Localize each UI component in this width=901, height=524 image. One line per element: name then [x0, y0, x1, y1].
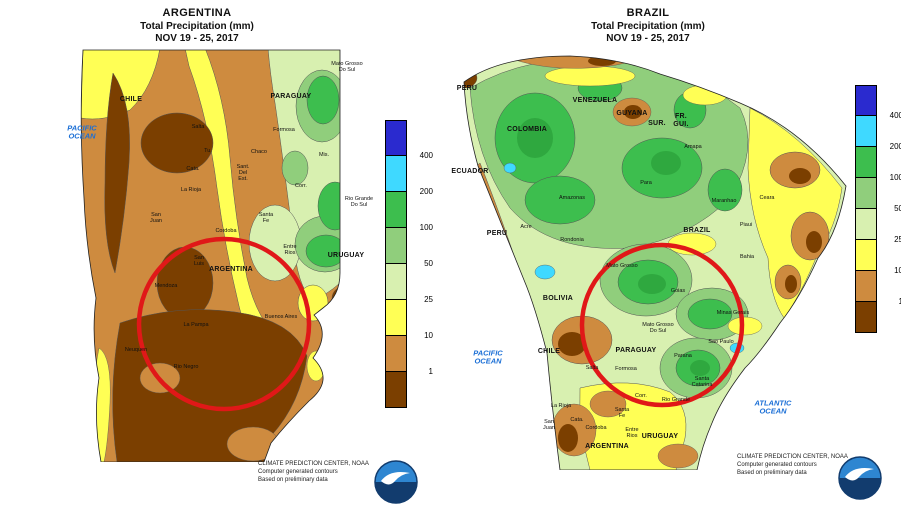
precip-legend-brazil: 400 200 100 50 25 10 1: [855, 85, 901, 333]
credit-line: Based on preliminary data: [258, 477, 328, 484]
date-range: NOV 19 - 25, 2017: [155, 33, 239, 45]
noaa-logo-icon: [374, 460, 418, 504]
noaa-logo: [838, 456, 882, 500]
legend-value: 1: [898, 297, 901, 306]
legend-value: 25: [894, 235, 901, 244]
noaa-logo-icon: [838, 456, 882, 500]
legend-color-block: 400: [855, 85, 901, 120]
legend-value: 10: [894, 266, 901, 275]
legend-value: 10: [424, 331, 433, 340]
page-title: BRAZIL: [626, 7, 670, 19]
credits-argentina: CLIMATE PREDICTION CENTER, NOAA Computer…: [258, 460, 369, 484]
legend-color-block: 1: [855, 271, 901, 306]
date-range: NOV 19 - 25, 2017: [606, 33, 690, 45]
credit-line: Based on preliminary data: [737, 470, 807, 477]
legend-color-block: 10: [855, 240, 901, 275]
legend-color-block: 50: [855, 178, 901, 213]
legend-color-block: 200: [855, 116, 901, 151]
noaa-logo: [374, 460, 418, 504]
legend-color-block: 10: [385, 300, 433, 340]
highlight-circle-argentina: [136, 236, 312, 412]
region-label: Rio Grande Do Sul: [344, 195, 374, 208]
argentina-title-block: ARGENTINA Total Precipitation (mm) NOV 1…: [0, 7, 394, 46]
legend-value: 25: [424, 295, 433, 304]
legend-value: 200: [889, 142, 901, 151]
highlight-circle-brazil: [579, 242, 745, 408]
legend-color-block: 400: [385, 120, 433, 160]
credit-line: CLIMATE PREDICTION CENTER, NOAA: [737, 454, 848, 460]
brazil-panel: BRAZIL Total Precipitation (mm) NOV 19 -…: [450, 0, 901, 524]
legend-color-block: [855, 302, 877, 333]
credit-line: Computer generated contours: [258, 469, 338, 476]
legend-color-block: [385, 372, 407, 408]
legend-color-block: 1: [385, 336, 433, 376]
credit-line: CLIMATE PREDICTION CENTER, NOAA: [258, 461, 369, 467]
credits-brazil: CLIMATE PREDICTION CENTER, NOAA Computer…: [737, 453, 848, 477]
legend-value: 400: [889, 111, 901, 120]
legend-value: 100: [419, 223, 433, 232]
legend-color-block: 25: [385, 264, 433, 304]
legend-color-block: 200: [385, 156, 433, 196]
legend-value: 1: [428, 367, 433, 376]
page-title: ARGENTINA: [162, 7, 232, 19]
brazil-title-block: BRAZIL Total Precipitation (mm) NOV 19 -…: [450, 7, 846, 46]
legend-color-block: 50: [385, 228, 433, 268]
argentina-map: [25, 48, 347, 463]
subtitle: Total Precipitation (mm): [140, 20, 254, 32]
legend-color-block: 25: [855, 209, 901, 244]
legend-value: 50: [894, 204, 901, 213]
argentina-map-svg: [80, 49, 341, 463]
subtitle: Total Precipitation (mm): [591, 20, 705, 32]
brazil-map-svg: [463, 55, 847, 471]
brazil-map: [450, 48, 880, 471]
legend-color-block: 100: [385, 192, 433, 232]
legend-value: 400: [419, 151, 433, 160]
legend-value: 200: [419, 187, 433, 196]
legend-value: 50: [424, 259, 433, 268]
argentina-panel: ARGENTINA Total Precipitation (mm) NOV 1…: [0, 0, 450, 524]
legend-color-block: 100: [855, 147, 901, 182]
credit-line: Computer generated contours: [737, 462, 817, 469]
legend-value: 100: [889, 173, 901, 182]
precip-legend-argentina: 400 200 100 50 25 10 1: [385, 120, 433, 408]
